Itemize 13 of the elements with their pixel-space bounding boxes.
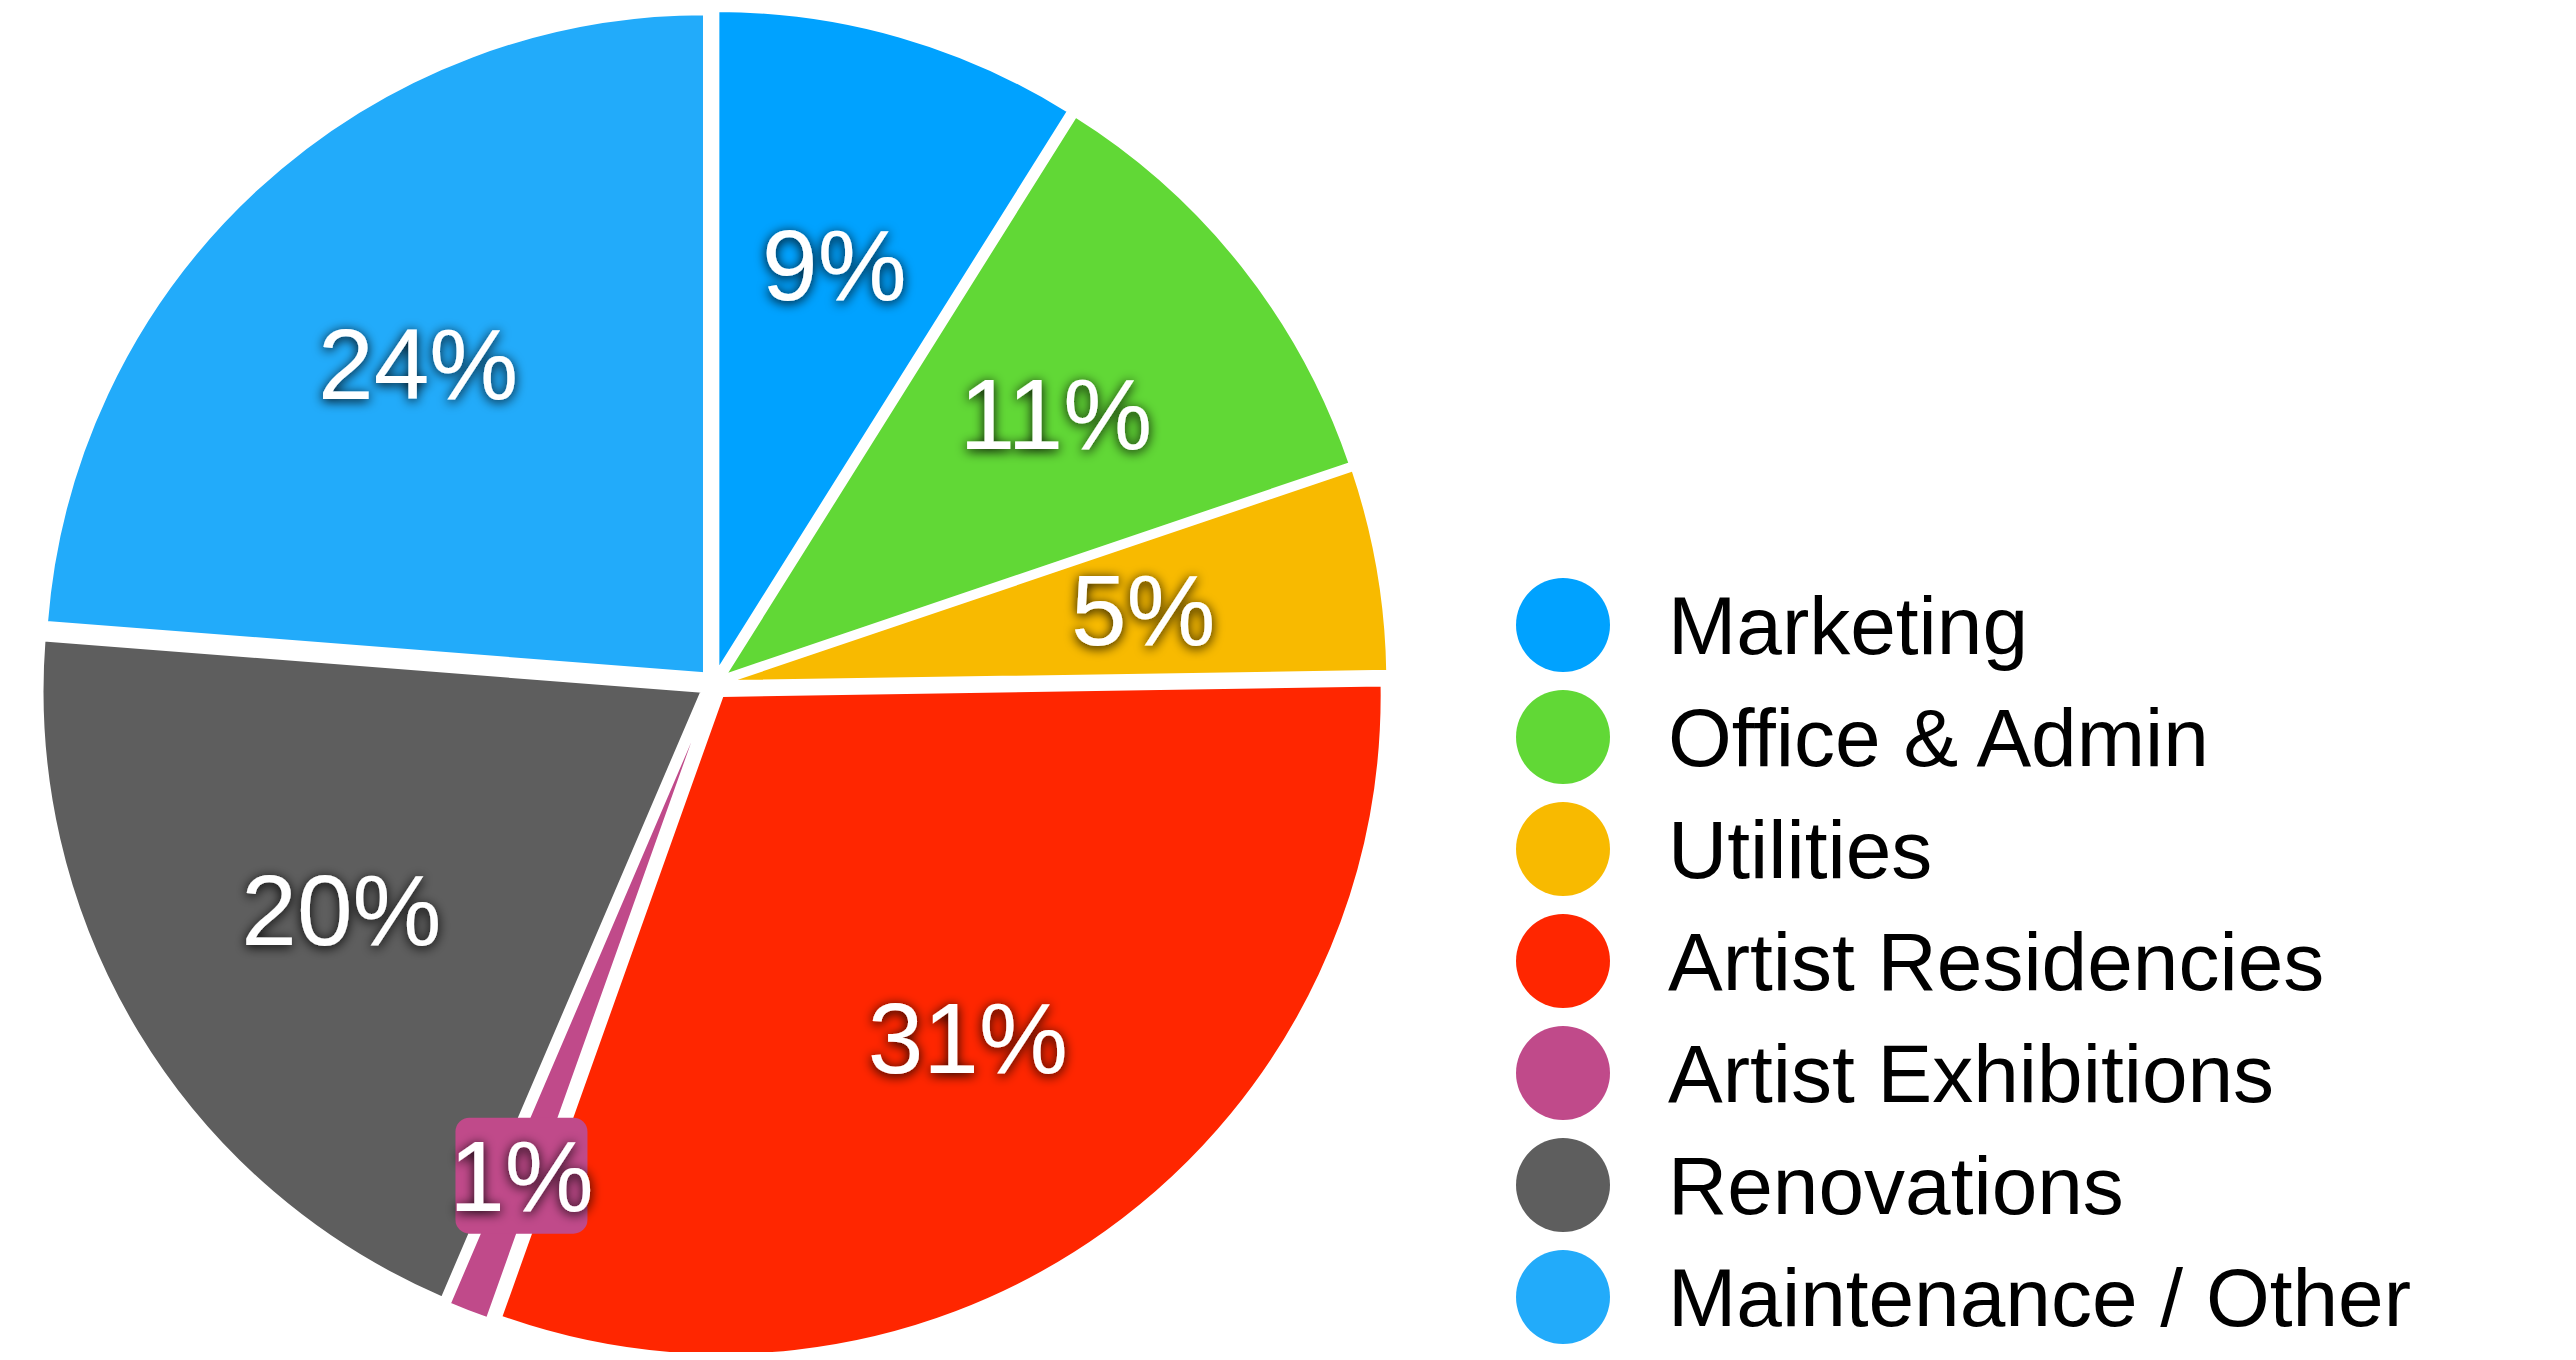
data-label: 24%: [318, 308, 519, 421]
legend-label: Renovations: [1668, 1139, 2124, 1231]
legend-label: Artist Residencies: [1668, 915, 2325, 1007]
data-label: 5%: [1070, 553, 1216, 666]
data-label: 31%: [867, 981, 1068, 1094]
legend-label: Utilities: [1668, 803, 1933, 895]
legend-label: Maintenance / Other: [1668, 1251, 2411, 1343]
legend-label: Artist Exhibitions: [1668, 1027, 2275, 1119]
legend-label: Office & Admin: [1668, 691, 2209, 783]
data-label: 20%: [241, 853, 442, 966]
data-label: 9%: [762, 209, 907, 322]
data-label: 11%: [959, 357, 1153, 470]
legend-label: Marketing: [1668, 579, 2029, 671]
